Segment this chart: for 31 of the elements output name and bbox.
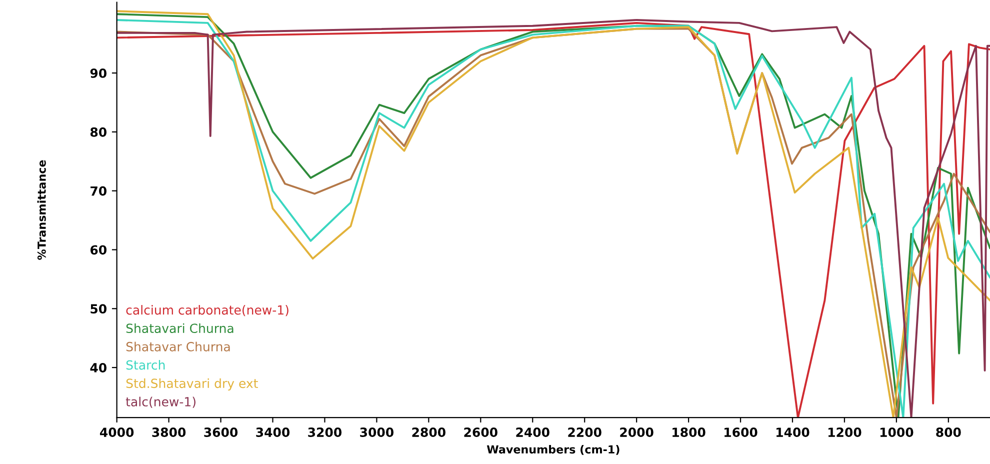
x-tick-label: 2000 bbox=[620, 428, 654, 437]
text: calcium carbonate(new-1) bbox=[126, 305, 288, 316]
text: Shatavar Churna bbox=[126, 342, 230, 352]
y-axis-title: %Transmittance bbox=[37, 160, 46, 260]
y-tick-label: 40 bbox=[90, 363, 106, 372]
x-axis-title: Wavenumbers (cm-1) bbox=[486, 444, 620, 455]
x-tick-label: 3600 bbox=[204, 428, 238, 437]
x-tick-label: 4000 bbox=[100, 428, 134, 437]
y-tick-label: 60 bbox=[90, 245, 106, 255]
x-tick-label: 3800 bbox=[152, 428, 186, 437]
x-tick-label: 2200 bbox=[568, 428, 602, 437]
text: Std.Shatavari dry ext bbox=[126, 378, 258, 390]
x-tick-label: 3400 bbox=[256, 428, 290, 437]
x-tick-label: 1000 bbox=[880, 428, 914, 437]
y-tick-label: 70 bbox=[90, 186, 106, 196]
text: talc(new-1) bbox=[126, 396, 196, 408]
text: Shatavari Churna bbox=[126, 323, 234, 334]
x-tick-label: 3000 bbox=[360, 428, 394, 437]
y-tick-label: 50 bbox=[90, 304, 106, 314]
y-tick-label: 90 bbox=[90, 68, 106, 78]
text: Starch bbox=[126, 360, 165, 370]
x-tick-label: 2600 bbox=[464, 428, 498, 437]
x-tick-label: 1800 bbox=[672, 428, 706, 437]
x-tick-label: 1600 bbox=[724, 428, 758, 437]
y-tick-label: 80 bbox=[90, 127, 106, 137]
x-tick-label: 1200 bbox=[828, 428, 862, 437]
x-tick-label: 1400 bbox=[776, 428, 810, 437]
x-tick-label: 800 bbox=[936, 428, 961, 437]
x-tick-label: 2400 bbox=[516, 428, 550, 437]
x-tick-label: 2800 bbox=[412, 428, 446, 437]
x-tick-label: 3200 bbox=[308, 428, 342, 437]
